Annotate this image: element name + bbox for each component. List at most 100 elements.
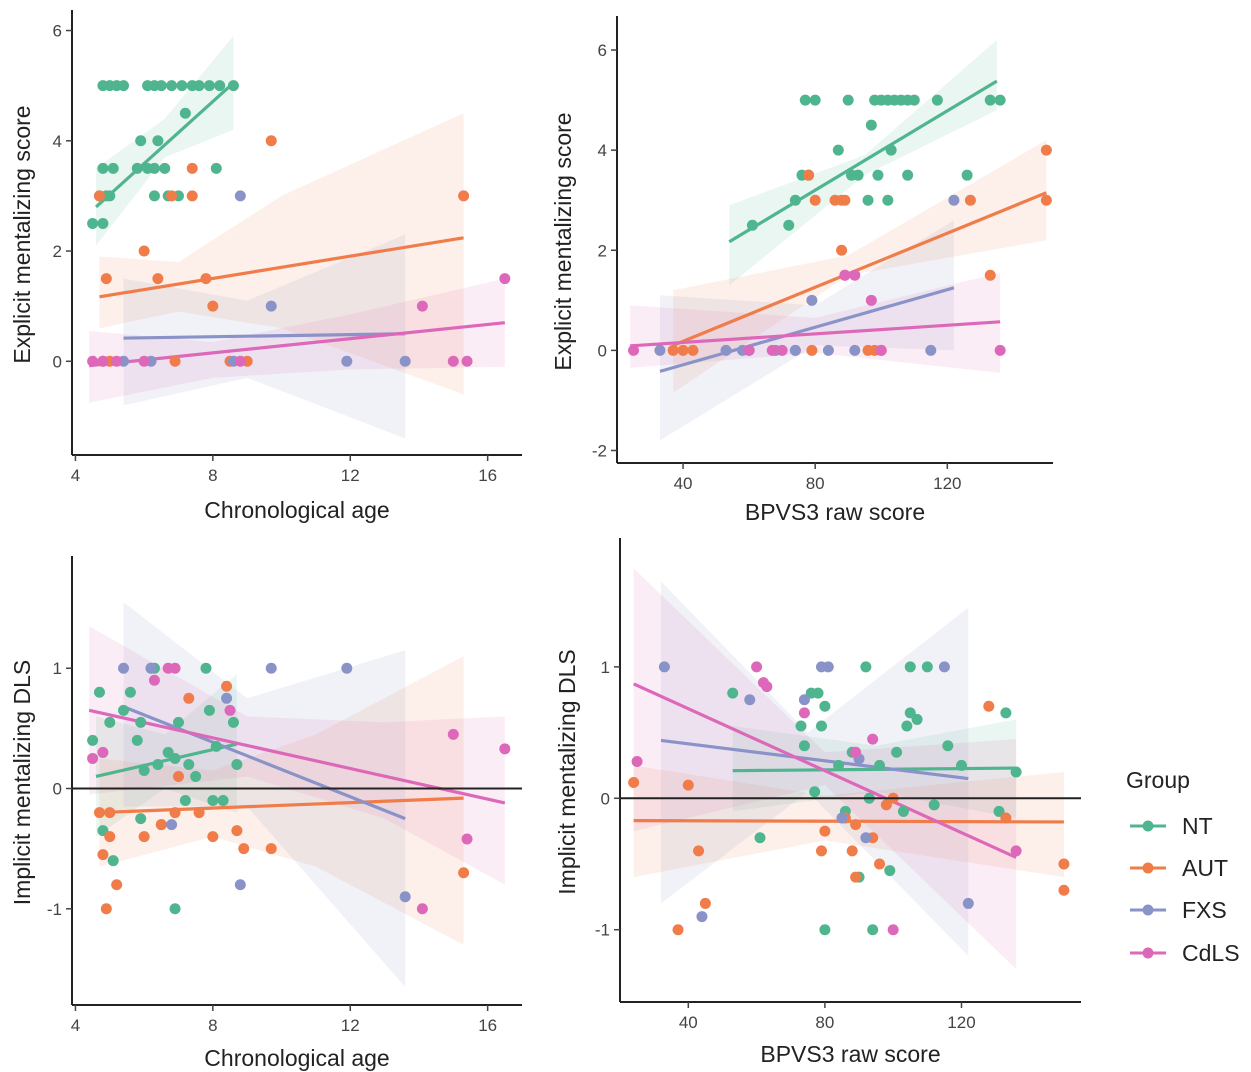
data-point-aut — [628, 777, 640, 789]
data-point-aut — [200, 273, 212, 285]
data-point-nt — [207, 795, 219, 807]
data-point-aut — [667, 344, 679, 356]
data-point-aut — [983, 700, 995, 712]
data-point-aut — [231, 825, 243, 837]
data-point-aut — [809, 194, 821, 206]
data-point-aut — [682, 779, 694, 791]
data-point-cdls — [234, 355, 246, 367]
legend-title: Group — [1126, 767, 1190, 793]
data-point-aut — [238, 843, 250, 855]
data-point-nt — [727, 687, 739, 699]
data-point-aut — [97, 849, 109, 861]
x-tick-label: 16 — [478, 466, 497, 485]
data-point-aut — [193, 807, 205, 819]
data-point-aut — [458, 867, 470, 879]
legend-item-aut: AUT — [1130, 855, 1228, 881]
legend-item-nt: NT — [1130, 813, 1213, 839]
data-point-nt — [203, 80, 215, 92]
data-point-cdls — [416, 903, 428, 915]
data-point-nt — [798, 740, 810, 752]
data-point-cdls — [111, 355, 123, 367]
data-point-nt — [159, 162, 171, 174]
fit-line-cdls — [630, 320, 1001, 348]
data-point-nt — [124, 686, 136, 698]
data-point-cdls — [865, 294, 877, 306]
y-axis-title: Implicit mentalizing DLS — [9, 660, 35, 905]
y-tick-label: 6 — [53, 22, 62, 41]
data-point-nt — [227, 716, 239, 728]
data-point-nt — [942, 740, 954, 752]
data-point-nt — [227, 80, 239, 92]
y-axis-title: Implicit mentalizing DLS — [554, 649, 580, 894]
legend-item-fxs: FXS — [1130, 897, 1227, 923]
confidence-band-nt — [96, 36, 234, 246]
data-point-nt — [104, 716, 116, 728]
x-axis-title: Chronological age — [204, 497, 389, 523]
fit-lines — [88, 705, 506, 821]
data-point-nt — [152, 135, 164, 147]
x-tick-label: 40 — [674, 474, 693, 493]
y-tick-label: -2 — [592, 441, 607, 460]
data-point-aut — [265, 843, 277, 855]
data-point-nt — [148, 162, 160, 174]
fit-lines — [89, 81, 505, 368]
data-point-aut — [677, 344, 689, 356]
fit-line-cdls — [88, 708, 506, 805]
legend-label-fxs: FXS — [1182, 897, 1227, 923]
fit-line-fxs — [122, 705, 406, 821]
data-point-aut — [846, 845, 858, 857]
data-point-fxs — [938, 661, 950, 673]
data-point-nt — [891, 746, 903, 758]
confidence-band-aut — [99, 656, 464, 945]
data-point-aut — [104, 831, 116, 843]
data-point-aut — [138, 245, 150, 257]
data-point-cdls — [447, 355, 459, 367]
data-point-nt — [176, 80, 188, 92]
data-point-nt — [984, 94, 996, 106]
data-point-nt — [901, 720, 913, 732]
confidence-bands — [89, 36, 505, 439]
data-point-aut — [1058, 884, 1070, 896]
data-point-nt — [104, 190, 116, 202]
data-point-aut — [815, 845, 827, 857]
data-point-aut — [93, 190, 105, 202]
fit-line-cdls — [89, 321, 505, 368]
data-point-fxs — [948, 194, 960, 206]
data-point-aut — [183, 692, 195, 704]
legend: Group NT AUT FXS CdLS — [1126, 767, 1240, 966]
data-point-aut — [221, 680, 233, 692]
data-point-fxs — [658, 661, 670, 673]
fit-line-nt — [728, 79, 998, 244]
data-point-nt — [93, 686, 105, 698]
data-point-fxs — [789, 344, 801, 356]
data-point-nt — [179, 795, 191, 807]
data-point-nt — [179, 107, 191, 119]
data-point-aut — [152, 273, 164, 285]
data-point-nt — [904, 661, 916, 673]
data-point-aut — [458, 190, 470, 202]
data-point-nt — [928, 799, 940, 811]
data-point-aut — [1040, 194, 1052, 206]
data-point-nt — [746, 219, 758, 231]
y-tick-label: 0 — [53, 780, 62, 799]
data-point-aut — [672, 924, 684, 936]
fit-line-fxs — [660, 738, 969, 781]
fit-line-cdls — [632, 682, 1017, 859]
data-point-nt — [200, 662, 212, 674]
data-point-aut — [819, 825, 831, 837]
data-point-aut — [207, 300, 219, 312]
data-point-nt — [131, 734, 143, 746]
data-point-nt — [921, 661, 933, 673]
data-point-aut — [186, 190, 198, 202]
data-point-aut — [850, 819, 862, 831]
data-point-cdls — [169, 662, 181, 674]
data-point-aut — [839, 194, 851, 206]
data-point-cdls — [138, 355, 150, 367]
data-point-nt — [155, 80, 167, 92]
y-tick-label: 0 — [598, 341, 607, 360]
data-point-nt — [203, 704, 215, 716]
confidence-bands — [630, 40, 1047, 441]
data-point-nt — [842, 94, 854, 106]
data-point-nt — [138, 764, 150, 776]
